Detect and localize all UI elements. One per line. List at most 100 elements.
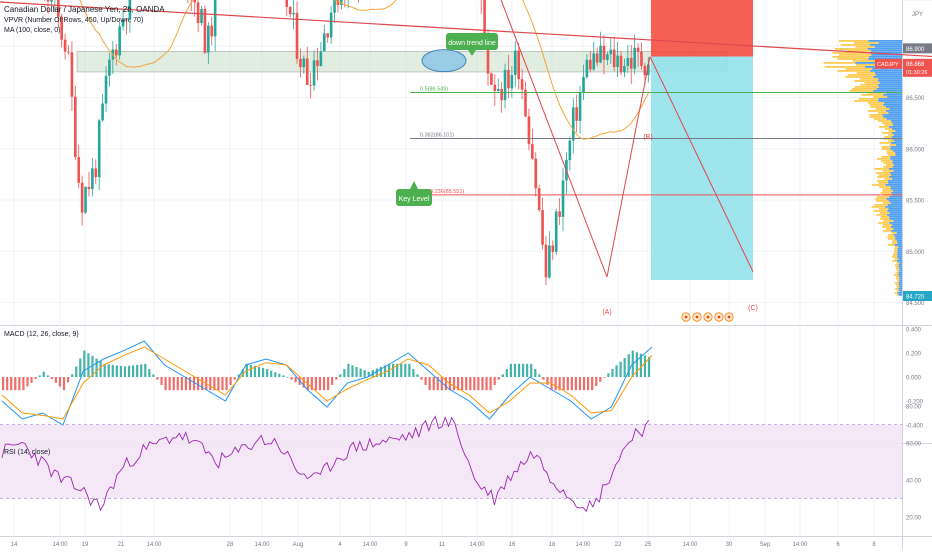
macd-histogram-bar bbox=[173, 377, 175, 390]
macd-histogram-bar bbox=[538, 374, 540, 377]
vpvr-bar-up bbox=[894, 252, 897, 254]
rsi-pane-label: RSI (14, close) bbox=[4, 449, 50, 456]
macd-histogram-bar bbox=[477, 377, 479, 390]
vpvr-bar-down bbox=[888, 208, 902, 210]
vpvr-bar-up bbox=[832, 56, 869, 58]
candle-body bbox=[64, 40, 67, 52]
vpvr-bar-down bbox=[878, 98, 902, 100]
fib-050-label: 0.5(86.549) bbox=[420, 87, 448, 93]
vpvr-bar-up bbox=[848, 74, 876, 76]
candle-body bbox=[313, 60, 316, 85]
vpvr-bar-down bbox=[888, 112, 902, 114]
vpvr-bar-down bbox=[890, 172, 902, 174]
macd-histogram-bar bbox=[506, 369, 508, 377]
vpvr-bar-up bbox=[888, 134, 894, 136]
vpvr-bar-up bbox=[849, 90, 873, 92]
candle-body bbox=[562, 181, 565, 217]
macd-histogram-bar bbox=[420, 377, 422, 380]
candle-body bbox=[285, 0, 288, 7]
vpvr-bar-down bbox=[899, 278, 902, 280]
vpvr-bar-up bbox=[864, 82, 879, 84]
vpvr-bar-up bbox=[886, 150, 893, 152]
vpvr-bar-down bbox=[897, 232, 902, 234]
vpvr-bar-down bbox=[899, 272, 902, 274]
vpvr-bar-up bbox=[854, 100, 878, 102]
candle-body bbox=[91, 168, 94, 189]
candle-body bbox=[490, 74, 493, 85]
vpvr-bar-up bbox=[882, 148, 891, 150]
macd-histogram-bar bbox=[453, 377, 455, 390]
macd-histogram-bar bbox=[494, 377, 496, 385]
vpvr-bar-up bbox=[857, 72, 875, 74]
vpvr-bar-down bbox=[899, 290, 902, 292]
candle-body bbox=[586, 60, 589, 77]
vpvr-bar-down bbox=[887, 210, 902, 212]
time-tick-label: 14:00 bbox=[254, 542, 270, 548]
vpvr-bar-down bbox=[891, 188, 902, 190]
macd-histogram-bar bbox=[461, 377, 463, 390]
rsi-band bbox=[0, 425, 902, 499]
candle-body bbox=[569, 141, 572, 160]
macd-histogram-bar bbox=[95, 359, 97, 377]
vpvr-bar-down bbox=[888, 180, 902, 182]
vpvr-bar-up bbox=[896, 278, 899, 280]
vpvr-bar-down bbox=[885, 206, 902, 208]
macd-histogram-bar bbox=[416, 374, 418, 377]
candle-body bbox=[50, 0, 53, 2]
macd-histogram-bar bbox=[644, 355, 646, 377]
rsi-tick-label: 80.00 bbox=[906, 405, 922, 411]
candle-body bbox=[541, 210, 544, 245]
vpvr-bar-up bbox=[896, 272, 899, 274]
economic-event-dot bbox=[696, 316, 699, 319]
macd-histogram-bar bbox=[136, 365, 138, 377]
macd-histogram-bar bbox=[2, 377, 4, 390]
vpvr-bar-up bbox=[877, 158, 890, 160]
macd-histogram-bar bbox=[351, 365, 353, 377]
vpvr-bar-up bbox=[892, 260, 896, 262]
vpvr-bar-down bbox=[870, 70, 902, 72]
vpvr-bar-up bbox=[888, 140, 894, 142]
vpvr-bar-down bbox=[898, 258, 902, 260]
vpvr-bar-up bbox=[896, 268, 899, 270]
wave-label-b: (B) bbox=[643, 134, 652, 141]
vpvr-bar-down bbox=[892, 136, 902, 138]
macd-histogram-bar bbox=[225, 377, 227, 390]
macd-histogram-bar bbox=[128, 366, 130, 377]
macd-histogram-bar bbox=[165, 377, 167, 390]
vpvr-bar-down bbox=[899, 266, 902, 268]
vpvr-bar-down bbox=[892, 160, 902, 162]
currency-corner-label: JPY bbox=[912, 12, 923, 18]
vpvr-bar-down bbox=[879, 86, 902, 88]
candle-body bbox=[627, 58, 630, 66]
vpvr-bar-up bbox=[889, 144, 896, 146]
vpvr-bar-up bbox=[872, 206, 886, 208]
vpvr-bar-down bbox=[898, 274, 902, 276]
macd-histogram-bar bbox=[22, 377, 24, 390]
vpvr-bar-up bbox=[889, 130, 896, 132]
macd-histogram-bar bbox=[465, 377, 467, 390]
candle-body bbox=[193, 0, 196, 2]
candle-body bbox=[596, 53, 599, 62]
vpvr-bar-down bbox=[898, 292, 902, 294]
candle-body bbox=[514, 51, 517, 75]
macd-histogram-bar bbox=[286, 377, 288, 378]
rsi-tick-label: 20.00 bbox=[906, 516, 922, 522]
stop-loss-zone bbox=[651, 0, 753, 57]
macd-histogram-bar bbox=[364, 370, 366, 377]
vpvr-bar-up bbox=[878, 112, 888, 114]
macd-histogram-bar bbox=[481, 377, 483, 390]
macd-histogram-bar bbox=[607, 373, 609, 377]
macd-histogram-bar bbox=[469, 377, 471, 390]
macd-histogram-bar bbox=[169, 377, 171, 390]
macd-histogram-bar bbox=[327, 377, 329, 390]
vpvr-bar-up bbox=[895, 282, 899, 284]
vpvr-bar-up bbox=[861, 94, 883, 96]
candle-body bbox=[609, 50, 612, 55]
target-price-tag: 84.720 bbox=[906, 295, 925, 301]
macd-pane-label: MACD (12, 26, close, 9) bbox=[4, 331, 79, 338]
macd-histogram-bar bbox=[514, 364, 516, 377]
candle-body bbox=[94, 168, 97, 177]
candle-body bbox=[88, 187, 91, 189]
time-tick-label: 14:00 bbox=[146, 542, 162, 548]
